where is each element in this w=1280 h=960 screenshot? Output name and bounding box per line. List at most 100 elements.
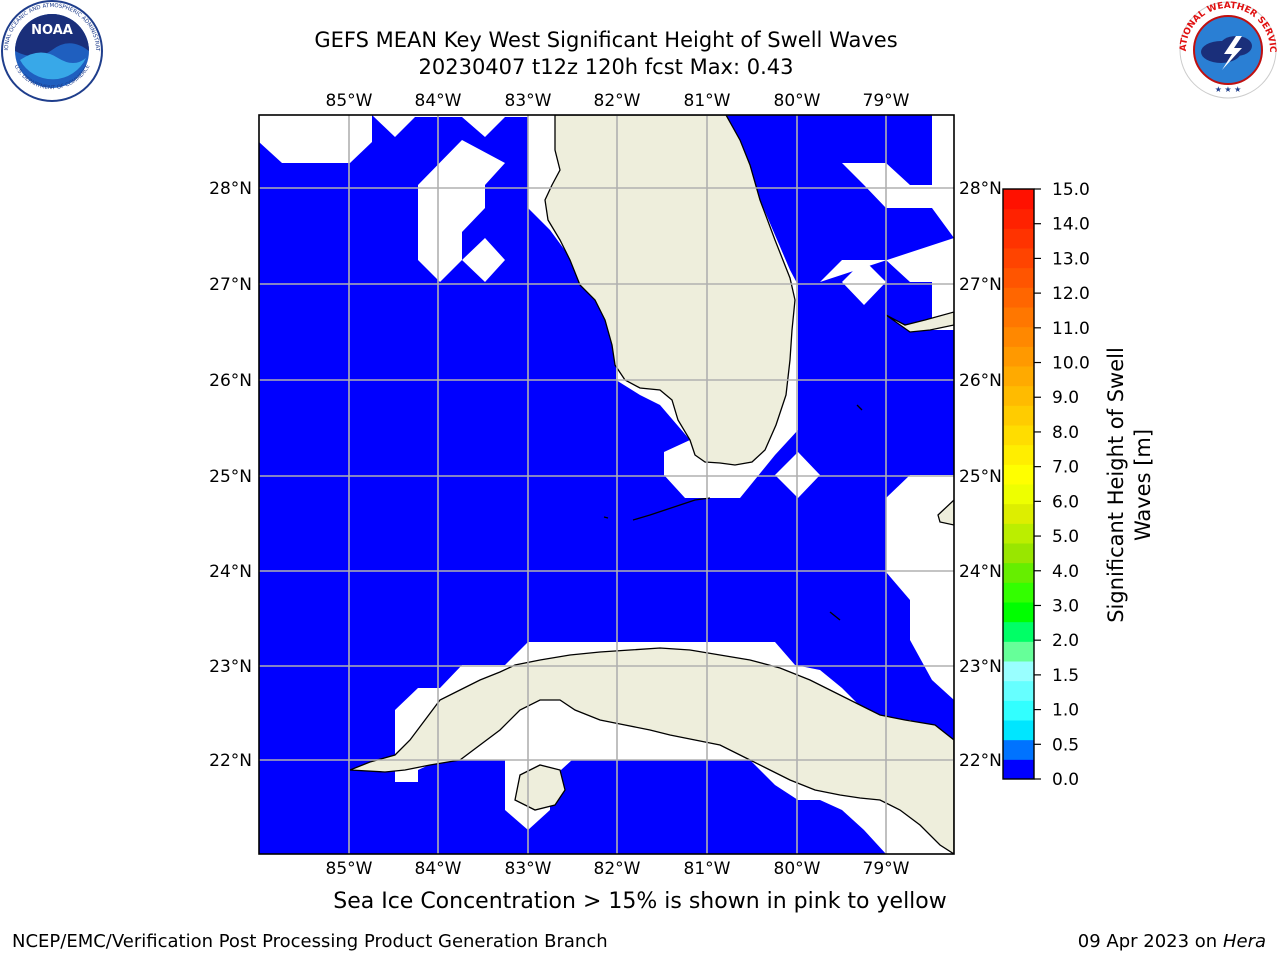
caption: Sea Ice Concentration > 15% is shown in … [333,889,947,914]
colorbar-band [1003,523,1034,544]
lon-label: 85°W [326,91,373,111]
lon-label: 84°W [415,91,462,111]
colorbar-band [1003,621,1034,642]
colorbar-tick-label: 6.0 [1052,492,1079,512]
colorbar-band [1003,444,1034,465]
colorbar-band [1003,228,1034,249]
noaa-logo: NOAA NATIONAL OCEANIC AND ATMOSPHERIC AD… [0,0,103,102]
colorbar-tick-label: 9.0 [1052,388,1079,408]
lon-labels-bottom: 85°W 84°W 83°W 82°W 81°W 80°W 79°W [326,859,910,879]
lat-label: 28°N [959,179,1002,199]
colorbar-tick-label: 0.5 [1052,735,1079,755]
lat-label: 26°N [959,371,1002,391]
lon-label: 82°W [594,859,641,879]
colorbar-tick-label: 7.0 [1052,458,1079,478]
lat-label: 28°N [209,179,252,199]
colorbar-tick-label: 11.0 [1052,319,1090,339]
lat-label: 25°N [209,467,252,487]
footer-credit: NCEP/EMC/Verification Post Processing Pr… [12,931,608,952]
florida-land [544,115,796,466]
colorbar-tick-label: 15.0 [1052,180,1090,200]
colorbar-band [1003,503,1034,524]
colorbar-band [1003,641,1034,662]
colorbar-frame [1002,188,1035,780]
bahamas-land [885,311,954,333]
lat-label: 23°N [959,657,1002,677]
noaa-logo-text: NOAA [31,23,73,38]
colorbar-band [1003,267,1034,288]
colorbar-label-line2: Waves [m] [1131,429,1155,541]
colorbar-band [1003,208,1034,229]
colorbar-tick-label: 12.0 [1052,284,1090,304]
footer-date: 09 Apr 2023 on Hera [1078,931,1266,952]
lat-label: 24°N [959,562,1002,582]
lon-label: 80°W [774,859,821,879]
lon-label: 79°W [863,91,910,111]
lat-label: 22°N [959,751,1002,771]
colorbar-band [1003,759,1034,780]
colorbar [1003,189,1034,780]
lat-label: 23°N [209,657,252,677]
lon-label: 83°W [505,859,552,879]
colorbar-tick-label: 3.0 [1052,596,1079,616]
colorbar-band [1003,366,1034,387]
lon-label: 81°W [684,859,731,879]
colorbar-tick-label: 13.0 [1052,249,1090,269]
colorbar-band [1003,287,1034,308]
lat-labels-left: 28°N 27°N 26°N 25°N 24°N 23°N 22°N [209,179,252,771]
lat-labels-right: 28°N 27°N 26°N 25°N 24°N 23°N 22°N [959,179,1002,771]
colorbar-band [1003,464,1034,485]
colorbar-band [1003,307,1034,328]
colorbar-band [1003,602,1034,623]
colorbar-band [1003,248,1034,269]
colorbar-tick-label: 10.0 [1052,354,1090,374]
map-frame [258,114,955,855]
colorbar-ticks: 15.0 14.0 13.0 12.0 11.0 10.0 9.0 8.0 7.0 6.0 5.0 4… [1034,180,1090,790]
land [349,115,954,854]
lat-label: 25°N [959,467,1002,487]
colorbar-band [1003,346,1034,367]
lat-label: 22°N [209,751,252,771]
colorbar-band [1003,326,1034,347]
lon-labels-top: 85°W 84°W 83°W 82°W 81°W 80°W 79°W [326,91,910,111]
colorbar-band [1003,680,1034,701]
colorbar-tick-label: 5.0 [1052,527,1079,547]
colorbar-label-line1: Significant Height of Swell [1104,347,1128,623]
lon-label: 80°W [774,91,821,111]
colorbar-band [1003,484,1034,505]
lat-label: 27°N [959,275,1002,295]
nws-stars-icon: ★ ★ ★ [1215,85,1242,94]
colorbar-band [1003,562,1034,583]
lat-label: 26°N [209,371,252,391]
lon-label: 85°W [326,859,373,879]
colorbar-tick-label: 0.0 [1052,770,1079,790]
colorbar-band [1003,425,1034,446]
colorbar-band [1003,543,1034,564]
lon-label: 79°W [863,859,910,879]
colorbar-tick-label: 1.5 [1052,666,1079,686]
colorbar-tick-label: 8.0 [1052,423,1079,443]
colorbar-band [1003,739,1034,760]
lon-label: 81°W [684,91,731,111]
gridlines [259,115,954,854]
colorbar-band [1003,661,1034,682]
colorbar-tick-label: 1.0 [1052,701,1079,721]
chart-title: GEFS MEAN Key West Significant Height of… [314,28,898,52]
lat-label: 24°N [209,562,252,582]
footer-host: Hera [1222,931,1266,952]
footer-date-text: 09 Apr 2023 on [1077,931,1223,952]
andros-land [937,499,954,526]
colorbar-band [1003,405,1034,426]
colorbar-tick-label: 4.0 [1052,562,1079,582]
lat-label: 27°N [209,275,252,295]
colorbar-band [1003,700,1034,721]
colorbar-band [1003,385,1034,406]
colorbar-band [1003,582,1034,603]
colorbar-tick-label: 14.0 [1052,215,1090,235]
lon-label: 82°W [594,91,641,111]
colorbar-band [1003,720,1034,741]
florida-keys [603,404,863,621]
nws-logo: NATIONAL WEATHER SERVICE ★ ★ ★ [1176,0,1277,99]
lon-label: 83°W [505,91,552,111]
lon-label: 84°W [415,859,462,879]
